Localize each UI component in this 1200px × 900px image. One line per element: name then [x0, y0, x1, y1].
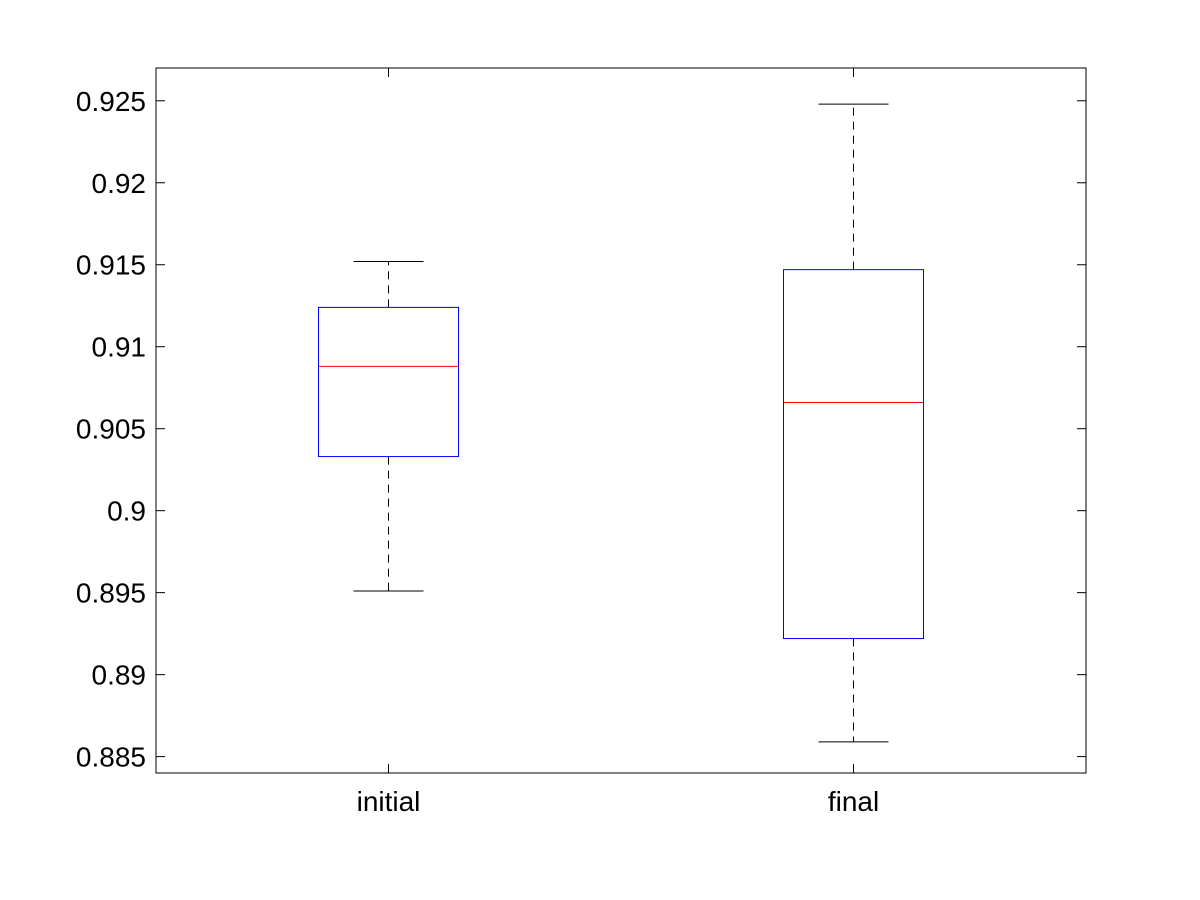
y-tick-label: 0.895	[76, 578, 146, 609]
y-tick-label: 0.915	[76, 250, 146, 281]
y-tick-label: 0.91	[92, 332, 147, 363]
boxes-layer	[318, 103, 924, 743]
y-tick-label: 0.9	[107, 496, 146, 527]
x-tick-label: final	[828, 786, 879, 817]
y-tick-label: 0.89	[92, 660, 147, 691]
ticks-layer: 0.885 0.89 0.895 0.9 0.905 0.91 0.915 0.92 0.925…	[76, 68, 1086, 817]
y-tick-label: 0.925	[76, 86, 146, 117]
iqr-box	[318, 306, 459, 458]
iqr-box	[783, 269, 924, 640]
box-final	[783, 103, 924, 743]
box-initial	[318, 260, 459, 592]
plot-area-frame	[155, 67, 1087, 774]
x-tick-label: initial	[357, 786, 421, 817]
y-tick-label: 0.92	[92, 168, 147, 199]
y-tick-label: 0.885	[76, 742, 146, 773]
y-tick-label: 0.905	[76, 414, 146, 445]
